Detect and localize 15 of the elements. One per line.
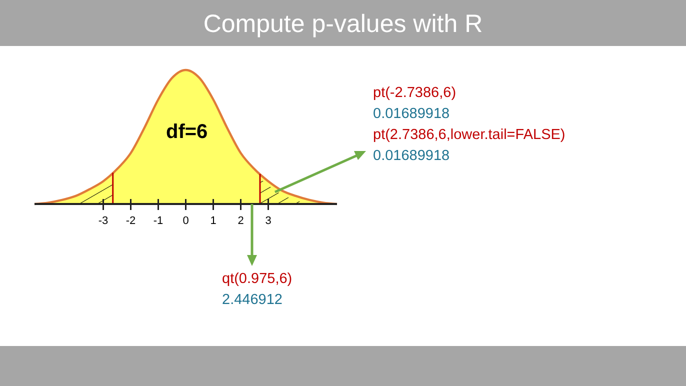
chart-title: Compute p-values with R [203, 10, 483, 38]
x-tick-label: -3 [98, 215, 108, 227]
x-tick-label: -1 [153, 215, 164, 227]
annotation: df=6 [166, 121, 208, 143]
text: pt(2.7386,6,lower.tail=FALSE) [373, 127, 566, 143]
x-tick-label: -2 [126, 215, 136, 227]
text: 0.01689918 [373, 106, 450, 122]
text: 2.446912 [222, 292, 282, 308]
x-tick-label: 0 [182, 215, 189, 227]
text: qt(0.975,6) [222, 271, 292, 287]
x-tick-label: 2 [238, 215, 244, 227]
text: 0.01689918 [373, 148, 450, 164]
text: pt(-2.7386,6) [373, 85, 456, 101]
x-tick-label: 1 [210, 215, 216, 227]
x-tick-label: 3 [265, 215, 272, 227]
